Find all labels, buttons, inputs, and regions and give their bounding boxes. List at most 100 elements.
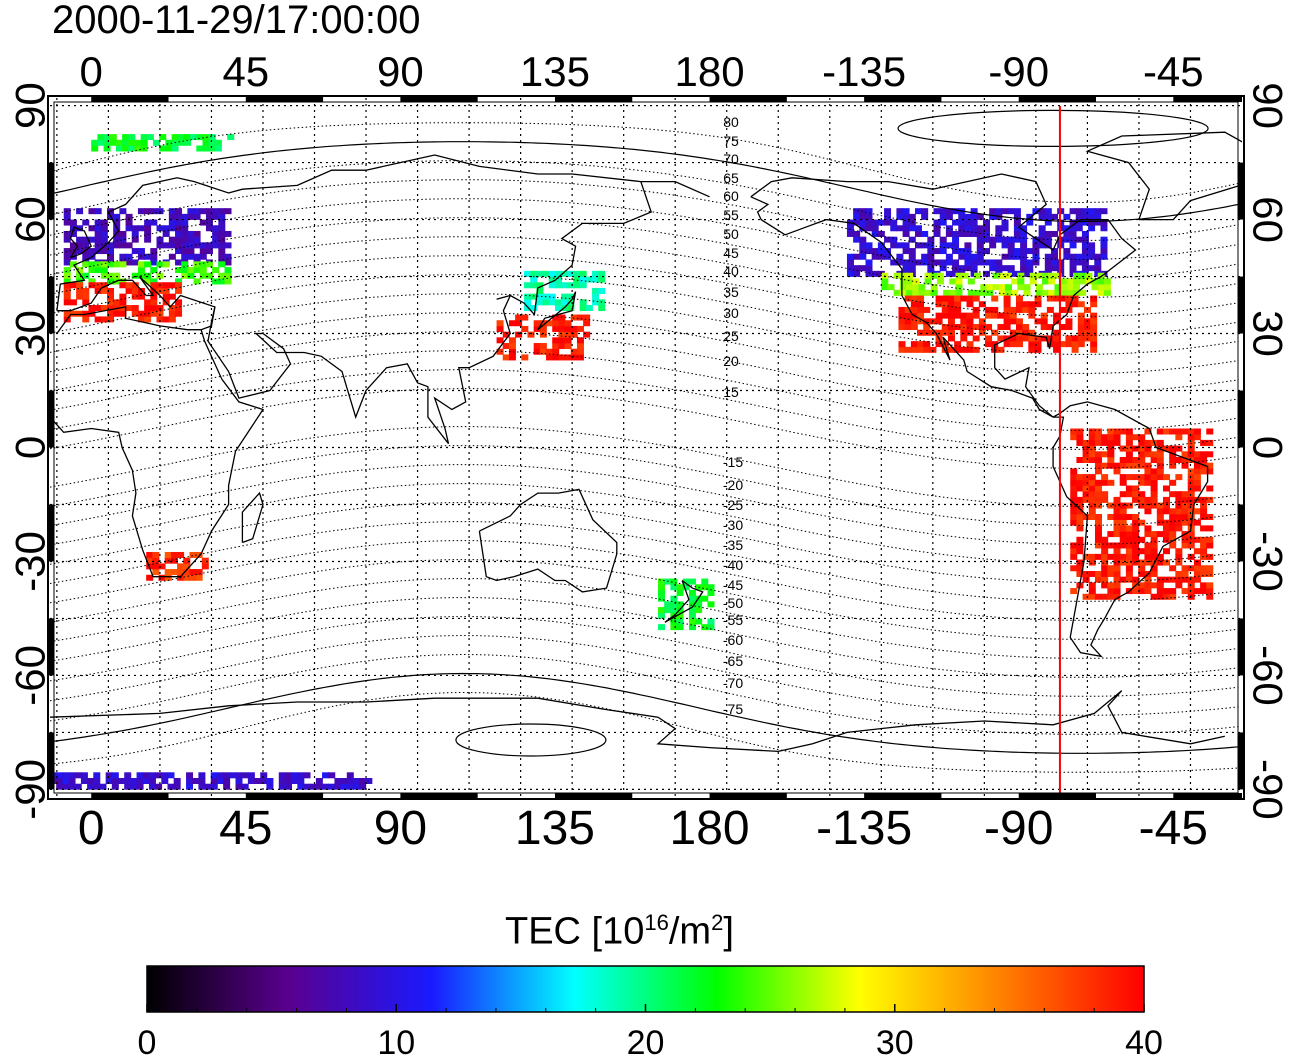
lon-tick-top: 90 <box>377 48 424 95</box>
contour-label-north: 50 <box>723 226 739 242</box>
contour-label-south: -35 <box>723 537 743 553</box>
contour--60 <box>50 634 1239 716</box>
lat-tick-left: -60 <box>7 645 54 706</box>
frame-bar-top <box>245 96 324 102</box>
contour-label-north: 60 <box>723 188 739 204</box>
contour--35 <box>50 540 1239 621</box>
frame-bar-top <box>1018 96 1097 102</box>
coastline-1 <box>50 276 265 578</box>
lat-tick-left: -90 <box>7 759 54 820</box>
tec-region-north-america-north <box>846 208 1108 277</box>
contour-5 <box>50 388 1239 469</box>
contour-label-north: 75 <box>723 133 739 149</box>
tec-region-japan-north <box>524 270 606 312</box>
contour-25 <box>50 312 1239 393</box>
contour-label-north: 35 <box>723 284 739 300</box>
colorbar-title-close: ] <box>723 910 734 953</box>
frame-bar-bottom <box>1018 793 1097 799</box>
coastline-0 <box>56 154 710 311</box>
lat-tick-right: 90 <box>1245 82 1292 129</box>
contour--50 <box>50 597 1239 678</box>
colorbar-tick-label: 40 <box>1125 1024 1163 1057</box>
tec-region-new-zealand <box>658 578 715 631</box>
contour-label-south: -45 <box>723 577 743 593</box>
frame-bar-left <box>48 390 54 448</box>
frame-bar-top <box>400 96 478 102</box>
tec-region-arctic-band <box>91 134 235 152</box>
frame-bar-left <box>48 732 54 790</box>
contour--15 <box>50 464 1239 545</box>
contour-10 <box>50 369 1239 450</box>
lat-tick-right: -60 <box>1245 645 1292 706</box>
lon-tick-top: 135 <box>520 48 590 95</box>
coastline-8 <box>50 690 1225 753</box>
frame-bar-right <box>1238 162 1244 220</box>
lon-tick-bottom: -45 <box>1139 802 1208 855</box>
contour-labels: 80 75 70 65 60 55 50 45 40 35 30 25 20 15 -15 -20 -25 -30… <box>723 114 743 717</box>
coastline-2 <box>207 181 653 445</box>
contour-15 <box>50 350 1239 431</box>
lon-tick-bottom: 135 <box>515 802 595 855</box>
frame-bar-left <box>48 504 54 562</box>
frame-bar-right <box>1238 732 1244 790</box>
tec-region-north-america-mid <box>881 272 1111 296</box>
frame-bar-right <box>1238 276 1244 334</box>
colorbar-tick-label: 0 <box>138 1024 157 1057</box>
contour-label-south: -40 <box>723 557 743 573</box>
map-frame <box>47 95 1245 800</box>
frame-bar-left <box>48 276 54 334</box>
lat-tick-right: 60 <box>1245 196 1292 243</box>
contour--70 <box>50 672 1239 754</box>
lon-tick-top: -90 <box>988 48 1049 95</box>
colorbar-title-unit: /m <box>668 910 712 953</box>
frame-bar-right <box>1238 618 1244 676</box>
frame-bar-top <box>554 96 633 102</box>
frame-bar-left <box>48 618 54 676</box>
lon-tick-top: 45 <box>222 48 269 95</box>
lat-tick-right: 0 <box>1245 436 1292 459</box>
lat-tick-left: 60 <box>7 196 54 243</box>
lat-tick-right: 30 <box>1245 310 1292 357</box>
frame-bar-top <box>91 96 169 102</box>
frame-bar-right <box>1238 504 1244 562</box>
tec-region-europe-north <box>63 208 232 266</box>
contour--5 <box>50 426 1239 507</box>
colorbar-tick-label: 10 <box>377 1024 415 1057</box>
frame-bar-left <box>48 162 54 220</box>
lat-tick-left: 90 <box>7 82 54 129</box>
grid-lines <box>50 98 1242 797</box>
frame-bar-bottom <box>91 793 169 799</box>
tec-region-north-america-south <box>898 295 1098 353</box>
contour-label-south: -50 <box>723 595 743 611</box>
lon-tick-top: -45 <box>1143 48 1204 95</box>
colorbar-title-exp: 16 <box>644 910 669 935</box>
frame-bar-bottom <box>1173 793 1242 799</box>
lon-tick-bottom: -135 <box>816 802 912 855</box>
tec-region-europe-mid <box>63 261 232 285</box>
contour-label-south: -70 <box>723 675 743 691</box>
frame-bar-top <box>864 96 942 102</box>
contour-label-south: -15 <box>723 454 743 470</box>
frame-bar-top <box>709 96 787 102</box>
contour-ring-north <box>897 109 1209 147</box>
contour-label-north: 70 <box>723 151 739 167</box>
contour-ring-south <box>455 723 607 757</box>
contour-label-north: 40 <box>723 263 739 279</box>
contour-label-north: 65 <box>723 170 739 186</box>
coastline-9 <box>69 226 93 259</box>
frame-bar-bottom <box>864 793 942 799</box>
colorbar-tick-label: 30 <box>876 1024 914 1057</box>
frame-bar-top <box>1173 96 1242 102</box>
lat-tick-left: 30 <box>7 310 54 357</box>
colorbar-title: TEC [1016/m2] <box>505 910 734 954</box>
contour--30 <box>50 521 1239 602</box>
frame-bar-bottom <box>400 793 478 799</box>
contour-70 <box>50 141 1239 223</box>
contour--55 <box>50 616 1239 697</box>
lon-tick-bottom: 0 <box>78 802 105 855</box>
tec-region-japan-south <box>496 314 591 361</box>
lon-tick-bottom: -90 <box>984 802 1053 855</box>
contour-label-north: 25 <box>723 328 739 344</box>
lat-tick-right: -30 <box>1245 531 1292 592</box>
